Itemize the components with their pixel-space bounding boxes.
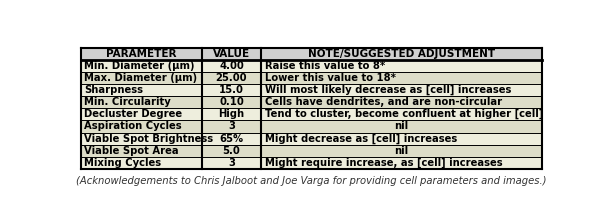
Bar [202, 157, 261, 169]
Text: 3: 3 [228, 158, 235, 168]
Text: 3: 3 [228, 121, 235, 132]
Bar [81, 157, 202, 169]
Text: Aspiration Cycles: Aspiration Cycles [85, 121, 182, 132]
Text: Might require increase, as [cell] increases: Might require increase, as [cell] increa… [264, 158, 502, 168]
Bar [261, 72, 542, 84]
Text: VALUE: VALUE [213, 49, 250, 59]
Text: nil: nil [395, 121, 409, 132]
Text: Lower this value to 18*: Lower this value to 18* [264, 73, 396, 83]
Text: Viable Spot Brightness: Viable Spot Brightness [85, 134, 213, 144]
Text: 0.10: 0.10 [219, 97, 244, 107]
Bar [81, 96, 202, 108]
Text: Mixing Cycles: Mixing Cycles [85, 158, 162, 168]
Bar [202, 145, 261, 157]
Bar [202, 84, 261, 96]
Text: Decluster Degree: Decluster Degree [85, 109, 182, 119]
Text: Viable Spot Area: Viable Spot Area [85, 146, 179, 156]
Bar [81, 108, 202, 120]
Bar [202, 133, 261, 145]
Bar [81, 60, 202, 72]
Text: Might decrease as [cell] increases: Might decrease as [cell] increases [264, 133, 457, 144]
Text: Max. Diameter (μm): Max. Diameter (μm) [85, 73, 198, 83]
Text: nil: nil [395, 146, 409, 156]
Text: Raise this value to 8*: Raise this value to 8* [264, 61, 385, 71]
Bar [81, 48, 202, 60]
Bar [261, 48, 542, 60]
Bar [81, 72, 202, 84]
Bar [261, 84, 542, 96]
Bar [81, 120, 202, 133]
Text: Min. Circularity: Min. Circularity [85, 97, 171, 107]
Bar [202, 120, 261, 133]
Text: High: High [218, 109, 244, 119]
Bar [261, 60, 542, 72]
Text: Min. Diameter (μm): Min. Diameter (μm) [85, 61, 195, 71]
Bar [202, 60, 261, 72]
Text: Tend to cluster, become confluent at higher [cell]: Tend to cluster, become confluent at hig… [264, 109, 543, 119]
Bar [261, 133, 542, 145]
Bar [202, 72, 261, 84]
Text: 15.0: 15.0 [219, 85, 244, 95]
Bar [81, 145, 202, 157]
Bar [202, 108, 261, 120]
Text: 25.00: 25.00 [216, 73, 247, 83]
Bar [261, 157, 542, 169]
Text: 65%: 65% [219, 134, 244, 144]
Text: Will most likely decrease as [cell] increases: Will most likely decrease as [cell] incr… [264, 85, 511, 95]
Bar [202, 48, 261, 60]
Text: 4.00: 4.00 [219, 61, 244, 71]
Text: Sharpness: Sharpness [85, 85, 143, 95]
Text: Cells have dendrites, and are non-circular: Cells have dendrites, and are non-circul… [264, 97, 502, 107]
Text: NOTE/SUGGESTED ADJUSTMENT: NOTE/SUGGESTED ADJUSTMENT [308, 49, 495, 59]
Bar [261, 120, 542, 133]
Bar [261, 145, 542, 157]
Bar [261, 96, 542, 108]
Bar [261, 108, 542, 120]
Text: 5.0: 5.0 [223, 146, 240, 156]
Bar [81, 84, 202, 96]
Text: (Acknowledgements to Chris Jalboot and Joe Varga for providing cell parameters a: (Acknowledgements to Chris Jalboot and J… [77, 176, 547, 186]
Bar [81, 133, 202, 145]
Bar [202, 96, 261, 108]
Text: PARAMETER: PARAMETER [106, 49, 177, 59]
